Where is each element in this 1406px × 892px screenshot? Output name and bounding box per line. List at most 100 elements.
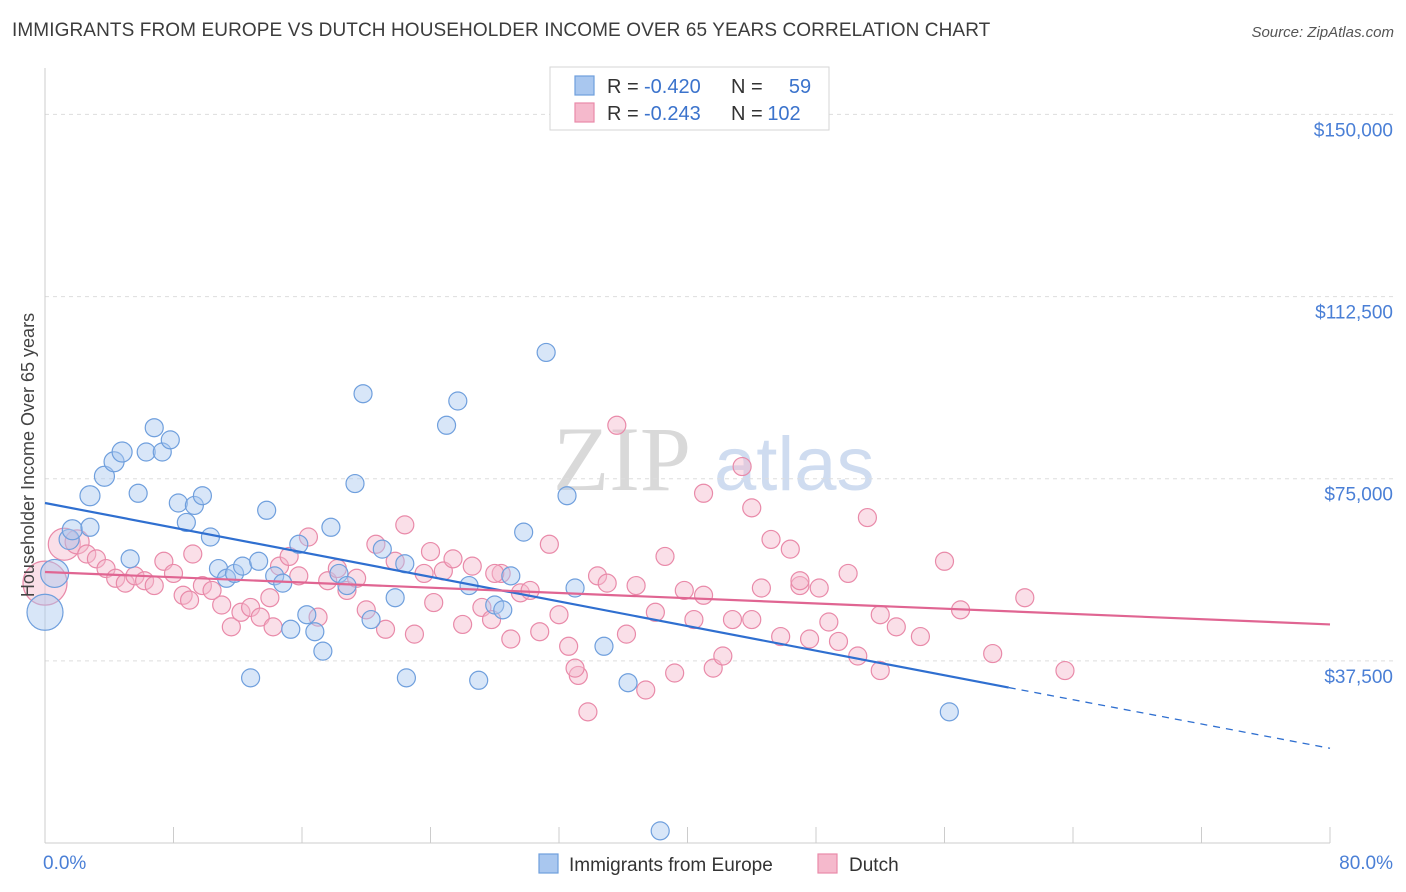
trend-layer xyxy=(44,501,1331,749)
dutch-point xyxy=(910,626,931,647)
dutch-point xyxy=(231,602,251,622)
y-tick-label: $75,000 xyxy=(1324,485,1393,506)
dutch-point xyxy=(77,544,97,564)
europe-point xyxy=(257,500,277,520)
dutch-point xyxy=(420,541,441,562)
dutch-point xyxy=(347,568,367,588)
dutch-point xyxy=(636,680,656,700)
dutch-point xyxy=(250,607,270,627)
chart-source: Source: ZipAtlas.com xyxy=(1251,24,1394,41)
legend-box: R = -0.420 N = 59 R = -0.243 N = 102 xyxy=(549,66,830,131)
legend-frame xyxy=(549,66,830,131)
europe-point xyxy=(184,495,204,516)
europe-point xyxy=(79,485,101,507)
legend-r-value-dutch: -0.243 xyxy=(644,103,701,125)
europe-trend-line xyxy=(44,501,1009,689)
dutch-point xyxy=(983,643,1003,664)
dutch-point xyxy=(809,578,829,598)
grid-layer xyxy=(45,113,1395,662)
dutch-point xyxy=(665,663,685,683)
europe-point xyxy=(224,563,245,584)
europe-point xyxy=(345,473,365,494)
dutch-point xyxy=(115,573,135,593)
europe-point xyxy=(618,673,638,693)
dutch-point xyxy=(780,539,800,559)
europe-point xyxy=(557,486,577,506)
dutch-point xyxy=(179,590,200,610)
dutch-point xyxy=(453,614,473,635)
dutch-point xyxy=(565,658,585,678)
dutch-point xyxy=(799,629,820,649)
europe-point xyxy=(493,600,513,620)
dutch-point xyxy=(838,563,858,584)
watermark-atlas: atlas xyxy=(714,422,875,507)
europe-point xyxy=(160,430,180,450)
europe-point xyxy=(396,668,417,688)
legend-swatch-europe xyxy=(574,75,595,96)
dutch-point xyxy=(485,563,505,584)
watermark: ZIP atlas xyxy=(553,408,875,510)
dutch-point xyxy=(530,622,550,642)
dutch-point xyxy=(828,631,849,652)
europe-point xyxy=(514,522,534,542)
bottom-legend-swatch-europe xyxy=(538,853,559,874)
europe-points xyxy=(26,342,959,841)
dutch-point xyxy=(263,617,283,637)
europe-point xyxy=(353,384,373,404)
dutch-points xyxy=(22,415,1075,722)
europe-point xyxy=(168,493,188,513)
dutch-point xyxy=(192,575,213,596)
legend-r-value-europe: -0.420 xyxy=(644,76,701,98)
europe-point xyxy=(939,702,959,722)
dutch-point xyxy=(693,483,714,503)
dutch-point xyxy=(356,600,376,620)
europe-point xyxy=(192,486,213,506)
dutch-point xyxy=(597,573,617,593)
legend-n-value-dutch: 102 xyxy=(767,103,800,125)
dutch-point xyxy=(645,602,665,622)
bottom-legend-swatch-dutch xyxy=(817,853,838,874)
x-tick-label-min: 0.0% xyxy=(43,853,86,874)
dutch-point xyxy=(655,546,675,567)
y-tick-label: $37,500 xyxy=(1324,667,1393,688)
europe-point xyxy=(136,442,156,462)
dutch-point xyxy=(298,527,319,547)
dutch-point xyxy=(1015,588,1035,608)
dutch-point xyxy=(86,549,107,569)
europe-point xyxy=(650,821,670,841)
dutch-point xyxy=(212,595,232,615)
dutch-point xyxy=(934,551,955,571)
europe-point xyxy=(61,519,83,541)
dutch-point xyxy=(616,624,637,644)
dutch-point xyxy=(1055,660,1075,681)
dutch-point xyxy=(260,588,280,608)
bottom-legend: Immigrants from Europe Dutch xyxy=(538,853,899,876)
dutch-point xyxy=(819,612,839,632)
dutch-point xyxy=(626,575,646,596)
europe-point xyxy=(297,605,317,625)
europe-point xyxy=(144,418,164,438)
dutch-point xyxy=(241,597,261,618)
europe-point xyxy=(469,670,489,690)
dutch-point xyxy=(183,544,203,564)
europe-point xyxy=(241,668,261,688)
dutch-point xyxy=(289,566,309,586)
dutch-point xyxy=(713,646,733,666)
dutch-point xyxy=(587,566,608,586)
europe-point xyxy=(249,551,269,571)
dutch-point xyxy=(308,607,328,627)
legend-r-label-dutch: R = xyxy=(607,103,639,125)
europe-point xyxy=(111,441,133,463)
dutch-point xyxy=(395,515,415,535)
dutch-point xyxy=(751,578,771,598)
europe-point xyxy=(385,588,405,608)
legend-r-label-europe: R = xyxy=(607,76,639,98)
dutch-point xyxy=(790,575,810,596)
dutch-point xyxy=(607,415,627,435)
legend-swatch-dutch xyxy=(574,102,595,123)
europe-point xyxy=(26,593,64,631)
y-tick-label: $150,000 xyxy=(1314,120,1393,141)
europe-point xyxy=(536,342,556,363)
europe-point xyxy=(128,483,148,503)
dutch-point xyxy=(886,617,906,637)
